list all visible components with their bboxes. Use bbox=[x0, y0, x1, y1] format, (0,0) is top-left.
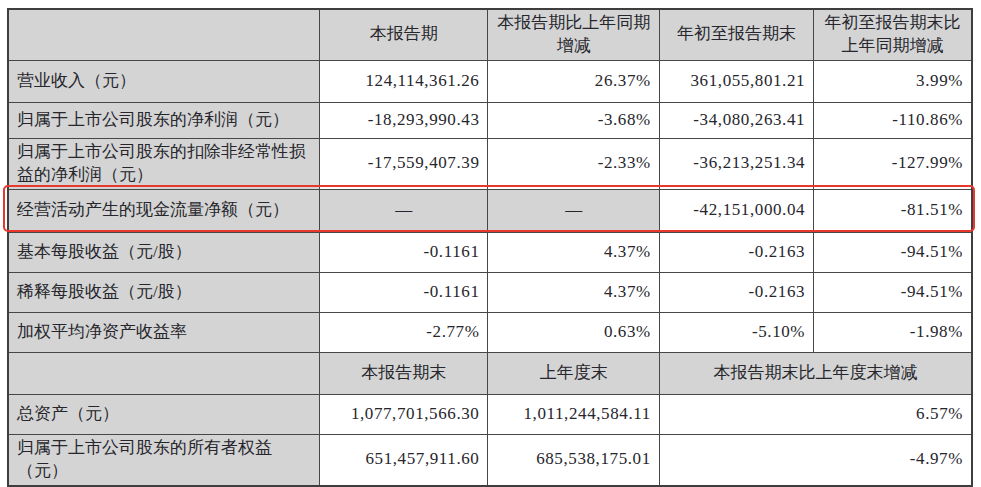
report-page: 本报告期 本报告期比上年同期增减 年初至报告期末 年初至报告期末比上年同期增减 … bbox=[0, 0, 981, 487]
table-row-shareholders-equity: 归属于上市公司股东的所有者权益（元） 651,457,911.60 685,53… bbox=[8, 434, 972, 485]
value-cell: -2.77% bbox=[320, 312, 488, 352]
value-cell: 1,011,244,584.11 bbox=[488, 394, 659, 434]
row-label: 总资产（元） bbox=[8, 394, 320, 434]
value-cell: 26.37% bbox=[488, 60, 659, 102]
table-row-weighted-avg-roe: 加权平均净资产收益率 -2.77% 0.63% -5.10% -1.98% bbox=[8, 312, 972, 352]
value-cell: -0.2163 bbox=[659, 232, 813, 272]
value-cell: 4.37% bbox=[488, 272, 659, 312]
table-row-revenue: 营业收入（元） 124,114,361.26 26.37% 361,055,80… bbox=[8, 60, 972, 102]
financial-summary-table: 本报告期 本报告期比上年同期增减 年初至报告期末 年初至报告期末比上年同期增减 … bbox=[7, 8, 973, 487]
corner-cell bbox=[8, 9, 320, 60]
value-cell: -4.97% bbox=[659, 434, 972, 485]
value-cell: -2.33% bbox=[488, 138, 659, 189]
col-header-end-of-period: 本报告期末 bbox=[320, 352, 488, 394]
col-header-ytd-yoy-change: 年初至报告期末比上年同期增减 bbox=[814, 9, 972, 60]
row-label: 营业收入（元） bbox=[8, 60, 320, 102]
col-header-current-period: 本报告期 bbox=[320, 9, 488, 60]
value-cell: -42,151,000.04 bbox=[659, 189, 813, 232]
value-cell: -36,213,251.34 bbox=[659, 138, 813, 189]
row-label: 归属于上市公司股东的所有者权益（元） bbox=[8, 434, 320, 485]
col-header-ytd: 年初至报告期末 bbox=[659, 9, 813, 60]
table-row-net-profit: 归属于上市公司股东的净利润（元） -18,293,990.43 -3.68% -… bbox=[8, 102, 972, 138]
value-cell: -1.98% bbox=[814, 312, 972, 352]
col-header-period-yoy-change: 本报告期比上年同期增减 bbox=[488, 9, 659, 60]
value-cell: -17,559,407.39 bbox=[320, 138, 488, 189]
col-header-period-vs-lastyear-change: 本报告期末比上年度末增减 bbox=[659, 352, 972, 394]
row-label: 归属于上市公司股东的净利润（元） bbox=[8, 102, 320, 138]
value-cell: 3.99% bbox=[814, 60, 972, 102]
value-cell: 1,077,701,566.30 bbox=[320, 394, 488, 434]
value-cell-empty: — bbox=[320, 189, 488, 232]
row-label: 基本每股收益（元/股） bbox=[8, 232, 320, 272]
table-row-basic-eps: 基本每股收益（元/股） -0.1161 4.37% -0.2163 -94.51… bbox=[8, 232, 972, 272]
col-header-end-of-last-year: 上年度末 bbox=[488, 352, 659, 394]
value-cell: -127.99% bbox=[814, 138, 972, 189]
value-cell-empty: — bbox=[488, 189, 659, 232]
value-cell: -0.1161 bbox=[320, 232, 488, 272]
value-cell: -5.10% bbox=[659, 312, 813, 352]
value-cell: -0.1161 bbox=[320, 272, 488, 312]
row-label: 经营活动产生的现金流量净额（元） bbox=[8, 189, 320, 232]
row-label: 归属于上市公司股东的扣除非经常性损益的净利润（元） bbox=[8, 138, 320, 189]
row-label: 稀释每股收益（元/股） bbox=[8, 272, 320, 312]
value-cell: -94.51% bbox=[814, 232, 972, 272]
value-cell: -3.68% bbox=[488, 102, 659, 138]
value-cell: 361,055,801.21 bbox=[659, 60, 813, 102]
value-cell: 124,114,361.26 bbox=[320, 60, 488, 102]
table-row-operating-cash-flow: 经营活动产生的现金流量净额（元） — — -42,151,000.04 -81.… bbox=[8, 189, 972, 232]
value-cell: -0.2163 bbox=[659, 272, 813, 312]
value-cell: -34,080,263.41 bbox=[659, 102, 813, 138]
value-cell: -94.51% bbox=[814, 272, 972, 312]
value-cell: -18,293,990.43 bbox=[320, 102, 488, 138]
table-row-diluted-eps: 稀释每股收益（元/股） -0.1161 4.37% -0.2163 -94.51… bbox=[8, 272, 972, 312]
value-cell: 685,538,175.01 bbox=[488, 434, 659, 485]
corner-cell bbox=[8, 352, 320, 394]
table-row-net-profit-excl-nonrecurring: 归属于上市公司股东的扣除非经常性损益的净利润（元） -17,559,407.39… bbox=[8, 138, 972, 189]
section1-header-row: 本报告期 本报告期比上年同期增减 年初至报告期末 年初至报告期末比上年同期增减 bbox=[8, 9, 972, 60]
section2-header-row: 本报告期末 上年度末 本报告期末比上年度末增减 bbox=[8, 352, 972, 394]
value-cell: 0.63% bbox=[488, 312, 659, 352]
value-cell: -110.86% bbox=[814, 102, 972, 138]
table-row-total-assets: 总资产（元） 1,077,701,566.30 1,011,244,584.11… bbox=[8, 394, 972, 434]
row-label: 加权平均净资产收益率 bbox=[8, 312, 320, 352]
value-cell: -81.51% bbox=[814, 189, 972, 232]
value-cell: 4.37% bbox=[488, 232, 659, 272]
value-cell: 651,457,911.60 bbox=[320, 434, 488, 485]
value-cell: 6.57% bbox=[659, 394, 972, 434]
